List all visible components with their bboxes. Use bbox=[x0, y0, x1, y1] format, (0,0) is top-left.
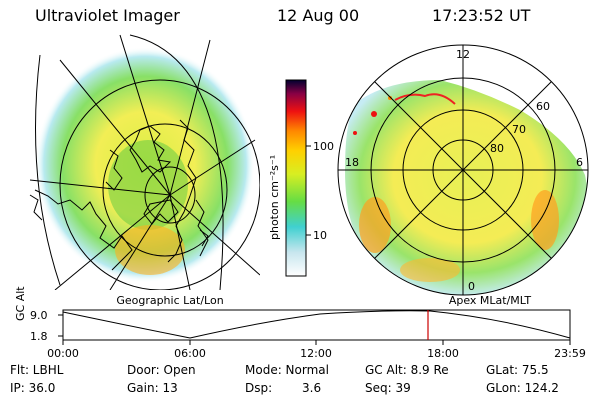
mlat-grid bbox=[337, 44, 589, 296]
info-flt: Flt: LBHL bbox=[10, 363, 64, 377]
timeline-xtick: 12:00 bbox=[300, 347, 332, 360]
lat-lon-grid bbox=[29, 34, 260, 290]
info-seq: Seq: 39 bbox=[365, 381, 411, 395]
emission-spot bbox=[371, 111, 377, 117]
altitude-timeline: GC Alt 9.0 1.8 00:00 06:00 12:00 18:00 2… bbox=[14, 286, 586, 360]
timeline-ytick: 1.8 bbox=[30, 330, 48, 343]
info-gcalt: GC Alt: 8.9 Re bbox=[365, 363, 449, 377]
info-glon: GLon: 124.2 bbox=[486, 381, 559, 395]
right-panel-caption: Apex MLat/MLT bbox=[449, 294, 532, 307]
timeline-xtick: 06:00 bbox=[174, 347, 206, 360]
colorbar bbox=[285, 79, 307, 277]
info-ip: IP: 36.0 bbox=[10, 381, 56, 395]
coastlines bbox=[29, 119, 209, 271]
timeline-ytick: 9.0 bbox=[30, 309, 48, 322]
mlat-label-80: 80 bbox=[490, 142, 504, 155]
colorbar-tick-label: 100 bbox=[313, 140, 334, 153]
time-label: 17:23:52 UT bbox=[432, 6, 531, 25]
info-mode: Mode: Normal bbox=[245, 363, 329, 377]
timeline-xtick: 00:00 bbox=[47, 347, 79, 360]
mlt-label-12: 12 bbox=[456, 48, 470, 61]
mlt-label-6: 6 bbox=[576, 156, 583, 169]
info-gain: Gain: 13 bbox=[127, 381, 178, 395]
app-title: Ultraviolet Imager bbox=[35, 6, 180, 25]
mlat-label-70: 70 bbox=[512, 123, 526, 136]
info-dsp-label: Dsp: bbox=[245, 381, 273, 395]
polar-plot: 12 18 6 0 60 70 80 bbox=[337, 44, 589, 296]
colorbar-tick-label: 10 bbox=[313, 229, 327, 242]
mlt-label-0: 0 bbox=[468, 280, 475, 293]
timeline-ticks bbox=[58, 314, 571, 345]
colorbar-label: photon cm⁻²s⁻¹ bbox=[268, 155, 281, 240]
emission-spot bbox=[353, 131, 357, 135]
mlt-label-18: 18 bbox=[345, 156, 359, 169]
info-glat: GLat: 75.5 bbox=[486, 363, 549, 377]
altitude-curve bbox=[62, 310, 571, 339]
timeline-xtick: 23:59 bbox=[554, 347, 586, 360]
timeline-xtick: 18:00 bbox=[427, 347, 459, 360]
left-panel-caption: Geographic Lat/Lon bbox=[116, 294, 223, 307]
info-dsp-value: 3.6 bbox=[302, 381, 322, 395]
geographic-map bbox=[29, 34, 260, 290]
mlat-label-60: 60 bbox=[536, 100, 550, 113]
auroral-hotspot-dawn bbox=[531, 190, 559, 250]
dayside-emission-edge bbox=[394, 93, 456, 105]
timeline-ylabel: GC Alt bbox=[14, 286, 27, 321]
info-door: Door: Open bbox=[127, 363, 196, 377]
auroral-core-left bbox=[108, 140, 188, 230]
auroral-hotspot-dusk bbox=[359, 197, 391, 253]
auroral-hotspot-left bbox=[115, 225, 185, 275]
date-label: 12 Aug 00 bbox=[277, 6, 360, 25]
auroral-hotspot-midnight bbox=[400, 258, 460, 282]
emission-spot bbox=[388, 96, 392, 100]
